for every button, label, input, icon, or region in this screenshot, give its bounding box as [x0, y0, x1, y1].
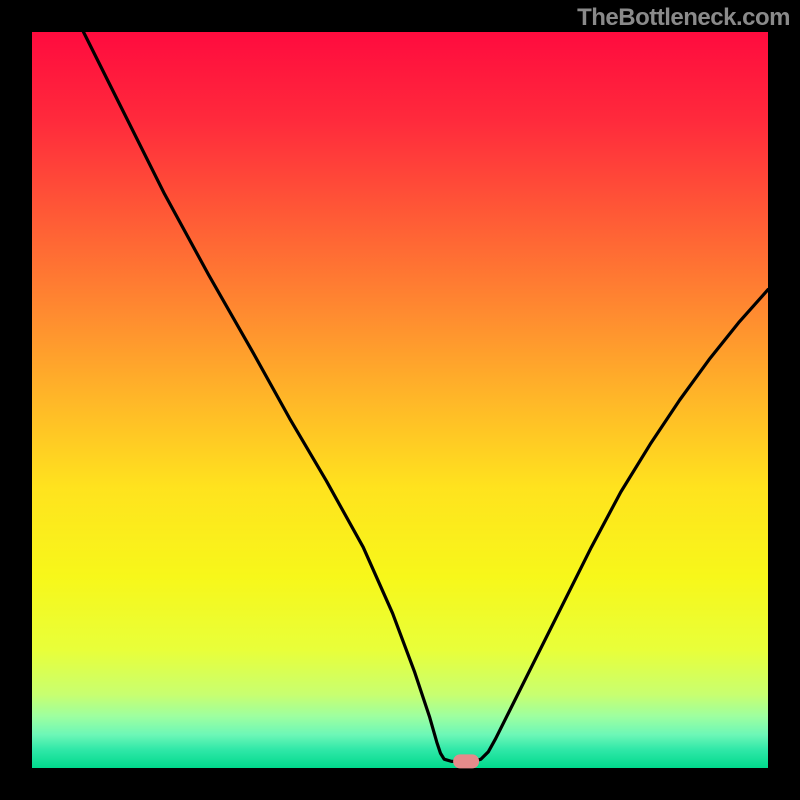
bottleneck-curve-svg — [32, 32, 768, 768]
watermark-text: TheBottleneck.com — [577, 4, 790, 32]
optimum-marker — [453, 755, 479, 768]
plot-area — [32, 32, 768, 768]
chart-frame: TheBottleneck.com — [0, 0, 800, 800]
